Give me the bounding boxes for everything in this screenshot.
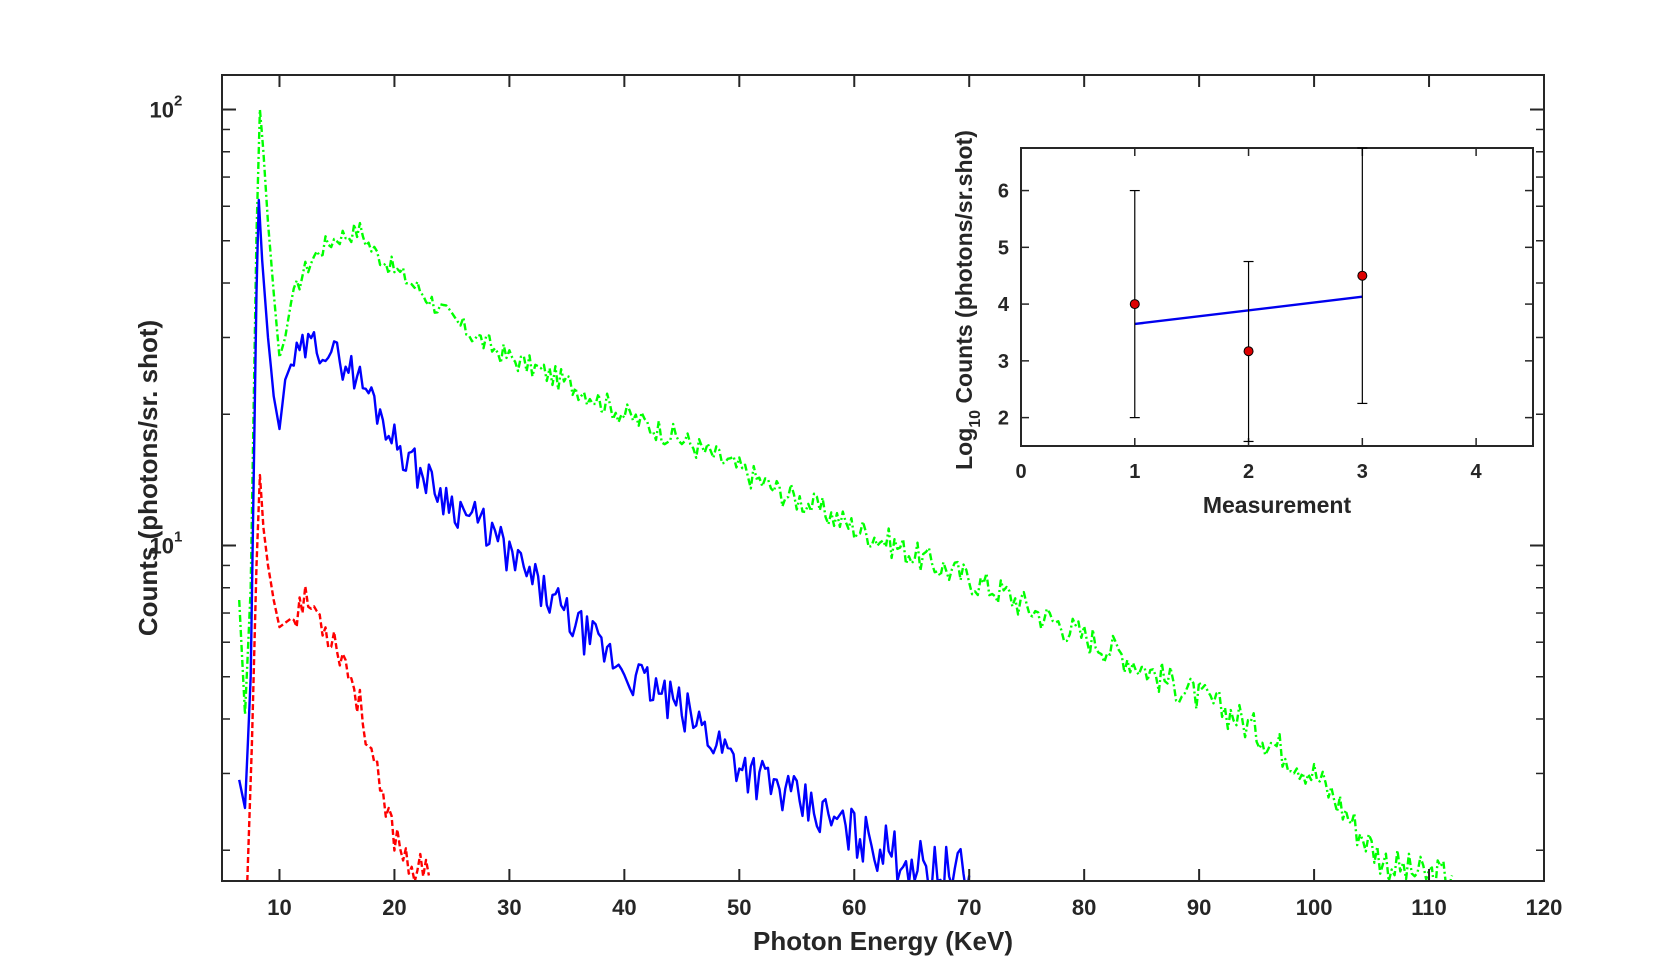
inset-y-label-subscript: 10 (967, 410, 984, 428)
x-tick-label: 50 (727, 895, 751, 920)
inset-axes-frame (1020, 147, 1534, 447)
inset-y-label-rest: Counts (photons/sr.shot) (951, 130, 977, 410)
x-tick-label: 90 (1187, 895, 1211, 920)
x-tick-label: 80 (1072, 895, 1096, 920)
inset-y-label-log: Log (951, 428, 977, 470)
inset-y-tick-label: 3 (998, 351, 1009, 373)
inset-data-point (1243, 346, 1254, 357)
x-tick-label: 110 (1411, 895, 1447, 920)
x-axis-label: Photon Energy (KeV) (753, 926, 1013, 956)
y-tick-label: 10 (150, 98, 174, 123)
y-tick-label-exponent: 2 (174, 93, 182, 110)
inset-x-tick-label: 3 (1357, 461, 1368, 483)
inset-x-tick-label: 4 (1471, 461, 1483, 483)
x-tick-label: 30 (497, 895, 521, 920)
y-tick-label-exponent: 1 (174, 528, 182, 545)
series-green-line (238, 108, 1454, 881)
y-axis-label: Counts (photons/sr. shot) (133, 320, 163, 636)
inset-y-tick-label: 6 (998, 181, 1009, 203)
y-tick-label: 10 (150, 533, 174, 558)
inset-y-tick-label: 2 (998, 408, 1009, 430)
x-tick-label: 60 (842, 895, 866, 920)
x-tick-label: 20 (382, 895, 406, 920)
series-red-line (246, 473, 431, 881)
inset-x-tick-label: 1 (1129, 461, 1140, 483)
inset-data-point (1129, 299, 1140, 310)
inset-x-axis-label: Measurement (1203, 492, 1352, 518)
x-tick-label: 70 (957, 895, 981, 920)
inset-x-tick-label: 2 (1243, 461, 1254, 483)
inset-x-tick-label: 0 (1015, 461, 1026, 483)
main-axes-frame (221, 74, 1545, 882)
inset-y-tick-label: 4 (998, 294, 1010, 316)
series-blue-line (238, 198, 971, 881)
x-tick-label: 10 (267, 895, 291, 920)
x-tick-label: 100 (1296, 895, 1333, 920)
inset-y-axis-label: Log10 Counts (photons/sr.shot) (951, 130, 984, 470)
inset-data-point (1357, 270, 1368, 281)
x-tick-label: 40 (612, 895, 636, 920)
inset-y-tick-label: 5 (998, 237, 1009, 259)
inset-plot: 0 1 2 3 4 2 3 4 5 6 Measurement Log10 Counts (photo… (951, 130, 1534, 518)
x-tick-label: 120 (1526, 895, 1563, 920)
